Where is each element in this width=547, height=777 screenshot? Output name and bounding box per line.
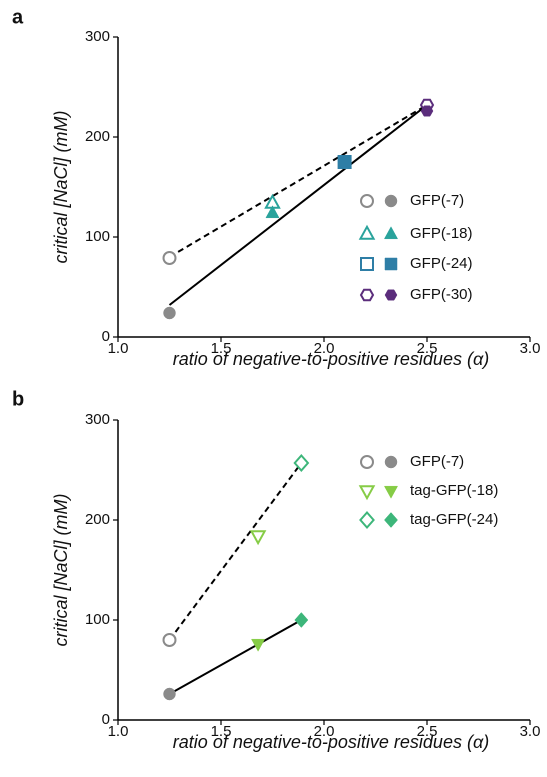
legend-marker (360, 257, 374, 271)
data-point (249, 530, 267, 546)
legend-label: GFP(-7) (410, 192, 464, 209)
x-tick-label: 2.0 (314, 723, 335, 740)
y-axis-label: critical [NaCl] (mM) (51, 494, 71, 647)
y-tick-label: 200 (85, 128, 110, 145)
legend-label: tag-GFP(-18) (410, 482, 498, 499)
x-tick-label: 1.0 (108, 723, 129, 740)
y-tick-label: 0 (102, 711, 110, 728)
fit-line (168, 104, 428, 306)
y-tick-label: 300 (85, 28, 110, 45)
data-point (338, 155, 351, 169)
legend-marker (383, 485, 399, 499)
legend-marker (359, 510, 375, 530)
legend-marker (384, 257, 398, 271)
legend-marker (384, 512, 398, 528)
data-point (251, 638, 266, 652)
fit-line (168, 462, 303, 641)
x-tick-label: 2.0 (314, 340, 335, 357)
x-tick-label: 1.5 (211, 723, 232, 740)
legend-label: GFP(-24) (410, 255, 473, 272)
data-point (163, 687, 176, 701)
x-tick-label: 2.5 (417, 340, 438, 357)
data-point (293, 453, 310, 473)
x-axis-label: ratio of negative-to-positive residues (… (173, 349, 489, 369)
x-tick-label: 1.5 (211, 340, 232, 357)
y-tick-label: 200 (85, 511, 110, 528)
y-tick-label: 0 (102, 328, 110, 345)
data-point (162, 633, 177, 647)
x-tick-label: 1.0 (108, 340, 129, 357)
data-point (265, 205, 280, 219)
legend-label: GFP(-18) (410, 225, 473, 242)
legend-label: tag-GFP(-24) (410, 511, 498, 528)
x-tick-label: 2.5 (417, 723, 438, 740)
legend-label: GFP(-30) (410, 286, 473, 303)
data-point (420, 105, 434, 117)
fit-line (169, 619, 302, 695)
legend-marker (384, 289, 398, 301)
legend-marker (358, 485, 376, 501)
legend-marker (384, 194, 398, 208)
x-axis-label: ratio of negative-to-positive residues (… (173, 732, 489, 752)
legend-marker (359, 288, 375, 302)
x-tick-label: 3.0 (520, 340, 541, 357)
panel-label: a (12, 6, 24, 28)
y-axis-label: critical [NaCl] (mM) (51, 111, 71, 264)
legend-marker (384, 455, 398, 469)
panel-label: b (12, 388, 24, 410)
y-tick-label: 100 (85, 611, 110, 628)
data-point (162, 251, 177, 265)
data-point (163, 306, 176, 320)
y-tick-label: 100 (85, 228, 110, 245)
data-point (294, 612, 309, 628)
legend-marker (360, 455, 374, 469)
legend-marker (383, 226, 399, 240)
y-tick-label: 300 (85, 411, 110, 428)
x-tick-label: 3.0 (520, 723, 541, 740)
legend-label: GFP(-7) (410, 453, 464, 470)
legend-marker (360, 194, 374, 208)
legend-marker (358, 224, 376, 240)
